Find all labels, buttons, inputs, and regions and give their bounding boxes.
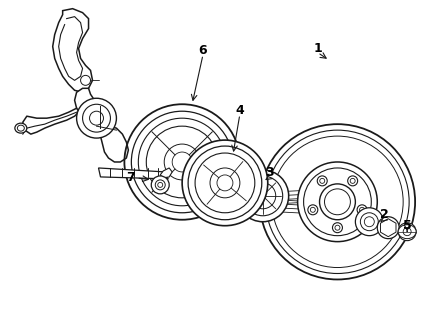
Text: 5: 5 [403, 219, 411, 232]
Circle shape [260, 124, 415, 280]
Circle shape [182, 140, 268, 226]
Polygon shape [75, 88, 108, 128]
Ellipse shape [398, 225, 416, 238]
Circle shape [332, 223, 343, 233]
Polygon shape [380, 219, 396, 237]
Circle shape [357, 205, 367, 215]
Circle shape [82, 104, 110, 132]
Text: 2: 2 [380, 208, 388, 221]
Polygon shape [53, 9, 93, 92]
Circle shape [320, 184, 355, 220]
Circle shape [317, 176, 327, 186]
Circle shape [360, 213, 378, 231]
Circle shape [131, 111, 233, 213]
Circle shape [76, 98, 116, 138]
Circle shape [151, 176, 169, 194]
Circle shape [348, 176, 358, 186]
Circle shape [237, 170, 289, 222]
Circle shape [398, 223, 416, 241]
Circle shape [381, 221, 395, 235]
Circle shape [155, 180, 165, 190]
Circle shape [377, 217, 399, 238]
Text: 4: 4 [235, 104, 244, 117]
Circle shape [266, 130, 409, 273]
Circle shape [243, 176, 283, 216]
Text: 6: 6 [199, 44, 207, 57]
Text: 1: 1 [313, 42, 322, 55]
Circle shape [355, 208, 383, 236]
Ellipse shape [15, 123, 27, 133]
Circle shape [188, 146, 262, 220]
Polygon shape [99, 168, 168, 179]
Circle shape [125, 104, 240, 220]
Circle shape [298, 162, 377, 242]
Text: 7: 7 [126, 171, 135, 184]
Circle shape [81, 75, 91, 85]
Polygon shape [160, 168, 172, 178]
Text: 3: 3 [266, 166, 274, 179]
Circle shape [308, 205, 318, 215]
